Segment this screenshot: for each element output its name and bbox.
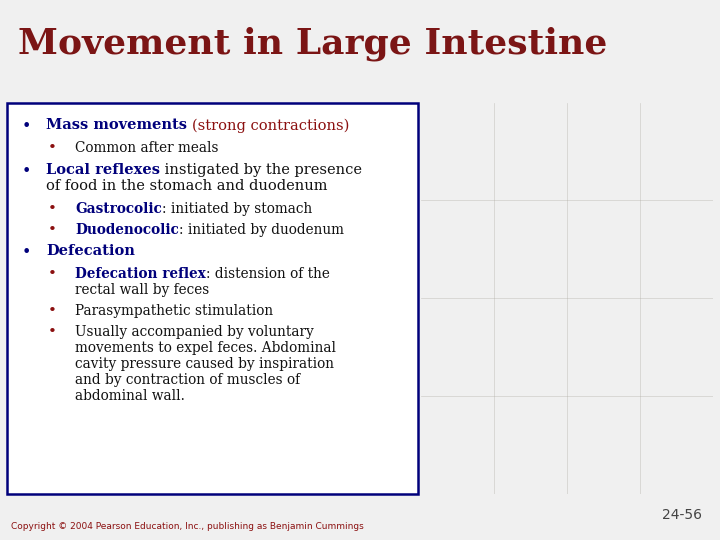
- Text: •: •: [22, 118, 31, 135]
- Text: Movement in Large Intestine: Movement in Large Intestine: [18, 27, 608, 62]
- Text: rectal wall by feces: rectal wall by feces: [75, 283, 210, 297]
- Text: (strong contractions): (strong contractions): [192, 118, 350, 133]
- Text: •: •: [48, 201, 57, 215]
- Text: •: •: [48, 304, 57, 318]
- Text: Duodenocolic: Duodenocolic: [75, 223, 179, 237]
- Text: instigated by the presence: instigated by the presence: [160, 163, 362, 177]
- Text: and by contraction of muscles of: and by contraction of muscles of: [75, 373, 300, 387]
- Text: Gastrocolic: Gastrocolic: [75, 201, 162, 215]
- Text: Defecation reflex: Defecation reflex: [75, 267, 206, 281]
- Text: •: •: [48, 267, 57, 281]
- Text: •: •: [48, 325, 57, 339]
- Text: Mass movements: Mass movements: [46, 118, 192, 132]
- Text: •: •: [48, 141, 57, 156]
- Text: 24-56: 24-56: [662, 508, 702, 522]
- Text: of food in the stomach and duodenum: of food in the stomach and duodenum: [46, 179, 328, 193]
- Text: Local reflexes: Local reflexes: [46, 163, 160, 177]
- Text: Common after meals: Common after meals: [75, 141, 218, 156]
- Text: Defecation: Defecation: [46, 244, 135, 258]
- Text: •: •: [48, 223, 57, 237]
- Text: : distension of the: : distension of the: [206, 267, 330, 281]
- FancyBboxPatch shape: [7, 103, 418, 494]
- Text: cavity pressure caused by inspiration: cavity pressure caused by inspiration: [75, 357, 334, 372]
- Text: : initiated by stomach: : initiated by stomach: [162, 201, 312, 215]
- Text: : initiated by duodenum: : initiated by duodenum: [179, 223, 343, 237]
- Text: Parasympathetic stimulation: Parasympathetic stimulation: [75, 304, 273, 318]
- Text: abdominal wall.: abdominal wall.: [75, 389, 185, 403]
- Text: Copyright © 2004 Pearson Education, Inc., publishing as Benjamin Cummings: Copyright © 2004 Pearson Education, Inc.…: [11, 522, 364, 531]
- Text: movements to expel feces. Abdominal: movements to expel feces. Abdominal: [75, 341, 336, 355]
- Text: Usually accompanied by voluntary: Usually accompanied by voluntary: [75, 325, 314, 339]
- Text: •: •: [22, 163, 31, 179]
- Text: •: •: [22, 244, 31, 261]
